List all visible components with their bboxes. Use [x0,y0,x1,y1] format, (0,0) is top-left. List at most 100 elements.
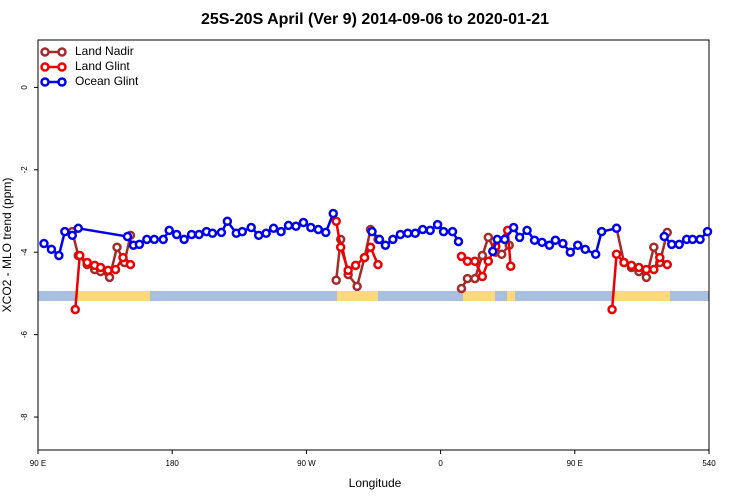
data-point [75,250,85,261]
data-point [253,230,264,241]
y-tick-label: 0 [20,85,29,90]
data-point [641,264,652,275]
data-point [359,252,370,263]
data-point [158,234,169,245]
data-point [573,240,583,250]
data-point [237,226,248,237]
data-point [477,271,488,282]
data-point [122,231,133,242]
data-point [537,237,547,248]
data-point [596,226,607,237]
data-point [171,229,182,240]
legend-label: Land Glint [75,59,130,73]
data-point [662,259,672,270]
data-point [352,281,362,292]
data-point [367,226,377,237]
data-point [103,265,113,276]
data-point [403,228,413,239]
data-point [142,234,152,245]
data-point [110,264,121,275]
data-point [432,219,443,230]
x-tick-label: 90 E [30,459,46,468]
legend-marker [40,47,50,57]
legend-marker [40,77,50,87]
data-point [222,216,233,227]
data-point [246,222,256,233]
data-point [558,238,568,249]
data-point [276,226,286,237]
data-point [529,235,540,246]
data-point [499,234,510,245]
data-point [550,235,561,246]
data-point [388,234,398,245]
data-point [470,256,480,267]
land-strip [75,291,150,301]
data-point [514,232,525,243]
data-point [590,249,601,260]
data-point [186,229,197,240]
data-point [365,242,376,253]
data-point [374,234,385,245]
land-strip [612,291,670,301]
land-strip [463,291,495,301]
land-strip [507,291,515,301]
data-point [70,304,81,315]
data-point [659,231,670,242]
data-point [331,275,341,285]
x-tick-label: 540 [702,459,716,468]
data-point [395,229,406,240]
data-point [611,223,622,234]
x-axis-label: Longitude [349,476,402,490]
data-point [702,226,713,237]
data-point [321,227,331,238]
data-point [634,262,644,273]
data-point [626,260,637,271]
data-point [649,264,659,275]
data-point [283,220,294,231]
data-point [54,250,64,261]
data-point [410,228,421,239]
data-point [261,228,271,239]
data-point [641,272,652,283]
data-point [470,273,480,284]
y-tick-label: -2 [20,166,29,174]
data-point [522,225,532,236]
data-point [350,260,361,271]
data-point [666,239,677,250]
data-point [125,259,136,270]
data-point [39,238,49,249]
data-point [328,208,338,219]
data-point [73,223,84,234]
land-sea-strip [38,291,709,301]
legend-label: Ocean Glint [75,74,139,88]
legend-marker [57,62,67,72]
data-point [164,225,174,236]
data-point [565,247,576,257]
data-point [544,240,555,250]
data-point [112,242,122,253]
data-point [417,224,428,235]
data-point [695,234,705,245]
data-point [82,257,92,268]
data-point [456,283,467,294]
data-point [335,242,346,253]
data-point [343,265,353,276]
data-point [496,249,507,260]
data-point [447,226,458,237]
y-tick-label: -4 [20,248,29,256]
y-axis-label: XCO2 - MLO trend (ppm) [0,178,14,313]
data-point [373,259,383,270]
data-point [118,252,128,263]
data-point [508,222,519,233]
data-point [207,228,218,239]
data-point [95,262,106,273]
data-point [425,225,435,236]
data-point [313,224,324,235]
data-point [149,234,160,245]
data-point [380,240,391,250]
y-tick-label: -8 [20,413,29,421]
data-point [488,246,498,257]
data-point [60,226,70,237]
legend-marker [57,77,67,87]
